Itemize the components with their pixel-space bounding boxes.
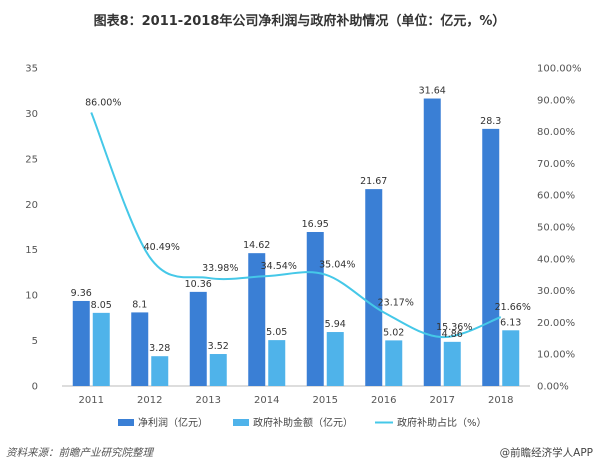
subsidy-label: 3.28	[149, 343, 170, 354]
subsidy-label: 8.05	[91, 300, 112, 311]
y-left-tick-label: 25	[25, 154, 38, 165]
subsidy-bar	[443, 341, 461, 386]
y-left-tick-label: 35	[25, 64, 38, 75]
ratio-label: 35.04%	[319, 260, 355, 271]
subsidy-label: 4.86	[442, 329, 463, 340]
y-left-tick-label: 10	[25, 291, 38, 302]
y-right-tick-label: 90.00%	[537, 95, 575, 106]
chart-title: 图表8：2011-2018年公司净利润与政府补助情况（单位：亿元，%）	[93, 14, 506, 29]
x-tick-label: 2011	[79, 395, 104, 406]
net-profit-label: 16.95	[302, 219, 329, 230]
legend-label-net-profit: 净利润（亿元）	[138, 416, 208, 429]
x-tick-label: 2018	[488, 395, 513, 406]
ratio-line	[90, 112, 502, 339]
ratio-series-line	[90, 112, 502, 339]
x-tick-label: 2014	[254, 395, 279, 406]
source-note: 资料来源：前瞻产业研究院整理	[6, 447, 153, 459]
subsidy-label: 3.52	[208, 341, 229, 352]
y-right-tick-label: 20.00%	[537, 318, 575, 329]
y-right-tick-label: 50.00%	[537, 223, 575, 234]
subsidy-bar	[385, 340, 403, 386]
ratio-label: 15.36%	[436, 322, 472, 333]
subsidy-bar	[502, 330, 520, 386]
net-profit-label: 14.62	[243, 240, 270, 251]
y-right-tick-label: 80.00%	[537, 127, 575, 138]
y-left-tick-label: 20	[25, 200, 38, 211]
axes: 0 5 10 15 20 25 30 35 0.00% 10.00% 20.00% 30.00% 40.…	[25, 64, 581, 407]
legend: 净利润（亿元） 政府补助金额（亿元） 政府补助占比（%）	[118, 416, 487, 429]
bars	[72, 98, 520, 387]
subsidy-label: 5.94	[325, 319, 346, 330]
y-left-tick-label: 30	[25, 109, 38, 120]
net-profit-bar	[482, 128, 500, 387]
subsidy-bar	[209, 354, 227, 386]
net-profit-label: 21.67	[360, 176, 387, 187]
net-profit-label: 8.1	[132, 299, 147, 310]
ratio-label: 86.00%	[85, 98, 121, 109]
net-profit-bar	[131, 312, 149, 386]
ratio-label: 34.54%	[261, 261, 297, 272]
y-right-tick-label: 10.00%	[537, 350, 575, 361]
brand-label: @前瞻经济学人APP	[499, 447, 593, 459]
legend-label-ratio: 政府补助占比（%）	[397, 416, 487, 429]
net-profit-bar	[365, 189, 383, 386]
x-tick-label: 2017	[430, 395, 455, 406]
subsidy-label: 6.13	[500, 317, 521, 328]
net-profit-bar	[423, 98, 441, 386]
y-left-tick-label: 15	[25, 245, 38, 256]
y-left-tick-label: 5	[32, 336, 38, 347]
subsidy-bar	[151, 356, 169, 386]
y-right-tick-label: 100.00%	[537, 64, 582, 75]
net-profit-bar	[248, 253, 266, 386]
net-profit-label: 9.36	[71, 288, 92, 299]
legend-swatch-subsidy	[233, 419, 249, 426]
net-profit-bar	[306, 231, 324, 386]
net-profit-label: 31.64	[419, 86, 446, 97]
x-tick-label: 2013	[196, 395, 221, 406]
x-tick-label: 2012	[137, 395, 162, 406]
data-labels: 9.368.05 8.1 3.28 10.36 3.52 14.62 5.05 16.95 5.…	[71, 86, 531, 355]
ratio-label: 23.17%	[378, 297, 414, 308]
y-right-tick-label: 40.00%	[537, 254, 575, 265]
ratio-label: 33.98%	[202, 263, 238, 274]
net-profit-bar	[189, 291, 207, 386]
net-profit-label: 28.3	[480, 116, 501, 127]
legend-swatch-net-profit	[118, 419, 134, 426]
net-profit-label: 10.36	[185, 279, 212, 290]
subsidy-label: 5.05	[266, 327, 287, 338]
y-right-tick-label: 0.00%	[537, 382, 569, 393]
y-right-tick-label: 60.00%	[537, 191, 575, 202]
y-right-tick-label: 70.00%	[537, 159, 575, 170]
x-tick-label: 2016	[371, 395, 396, 406]
legend-label-subsidy: 政府补助金额（亿元）	[253, 416, 353, 429]
ratio-label: 40.49%	[144, 242, 180, 253]
subsidy-bar	[268, 340, 286, 386]
y-left-tick-label: 0	[32, 382, 38, 393]
ratio-label: 21.66%	[495, 302, 531, 313]
x-tick-label: 2015	[313, 395, 338, 406]
net-profit-bar	[72, 300, 90, 386]
subsidy-label: 5.02	[383, 327, 404, 338]
subsidy-bar	[326, 332, 344, 386]
y-right-tick-label: 30.00%	[537, 286, 575, 297]
subsidy-bar	[92, 312, 110, 386]
